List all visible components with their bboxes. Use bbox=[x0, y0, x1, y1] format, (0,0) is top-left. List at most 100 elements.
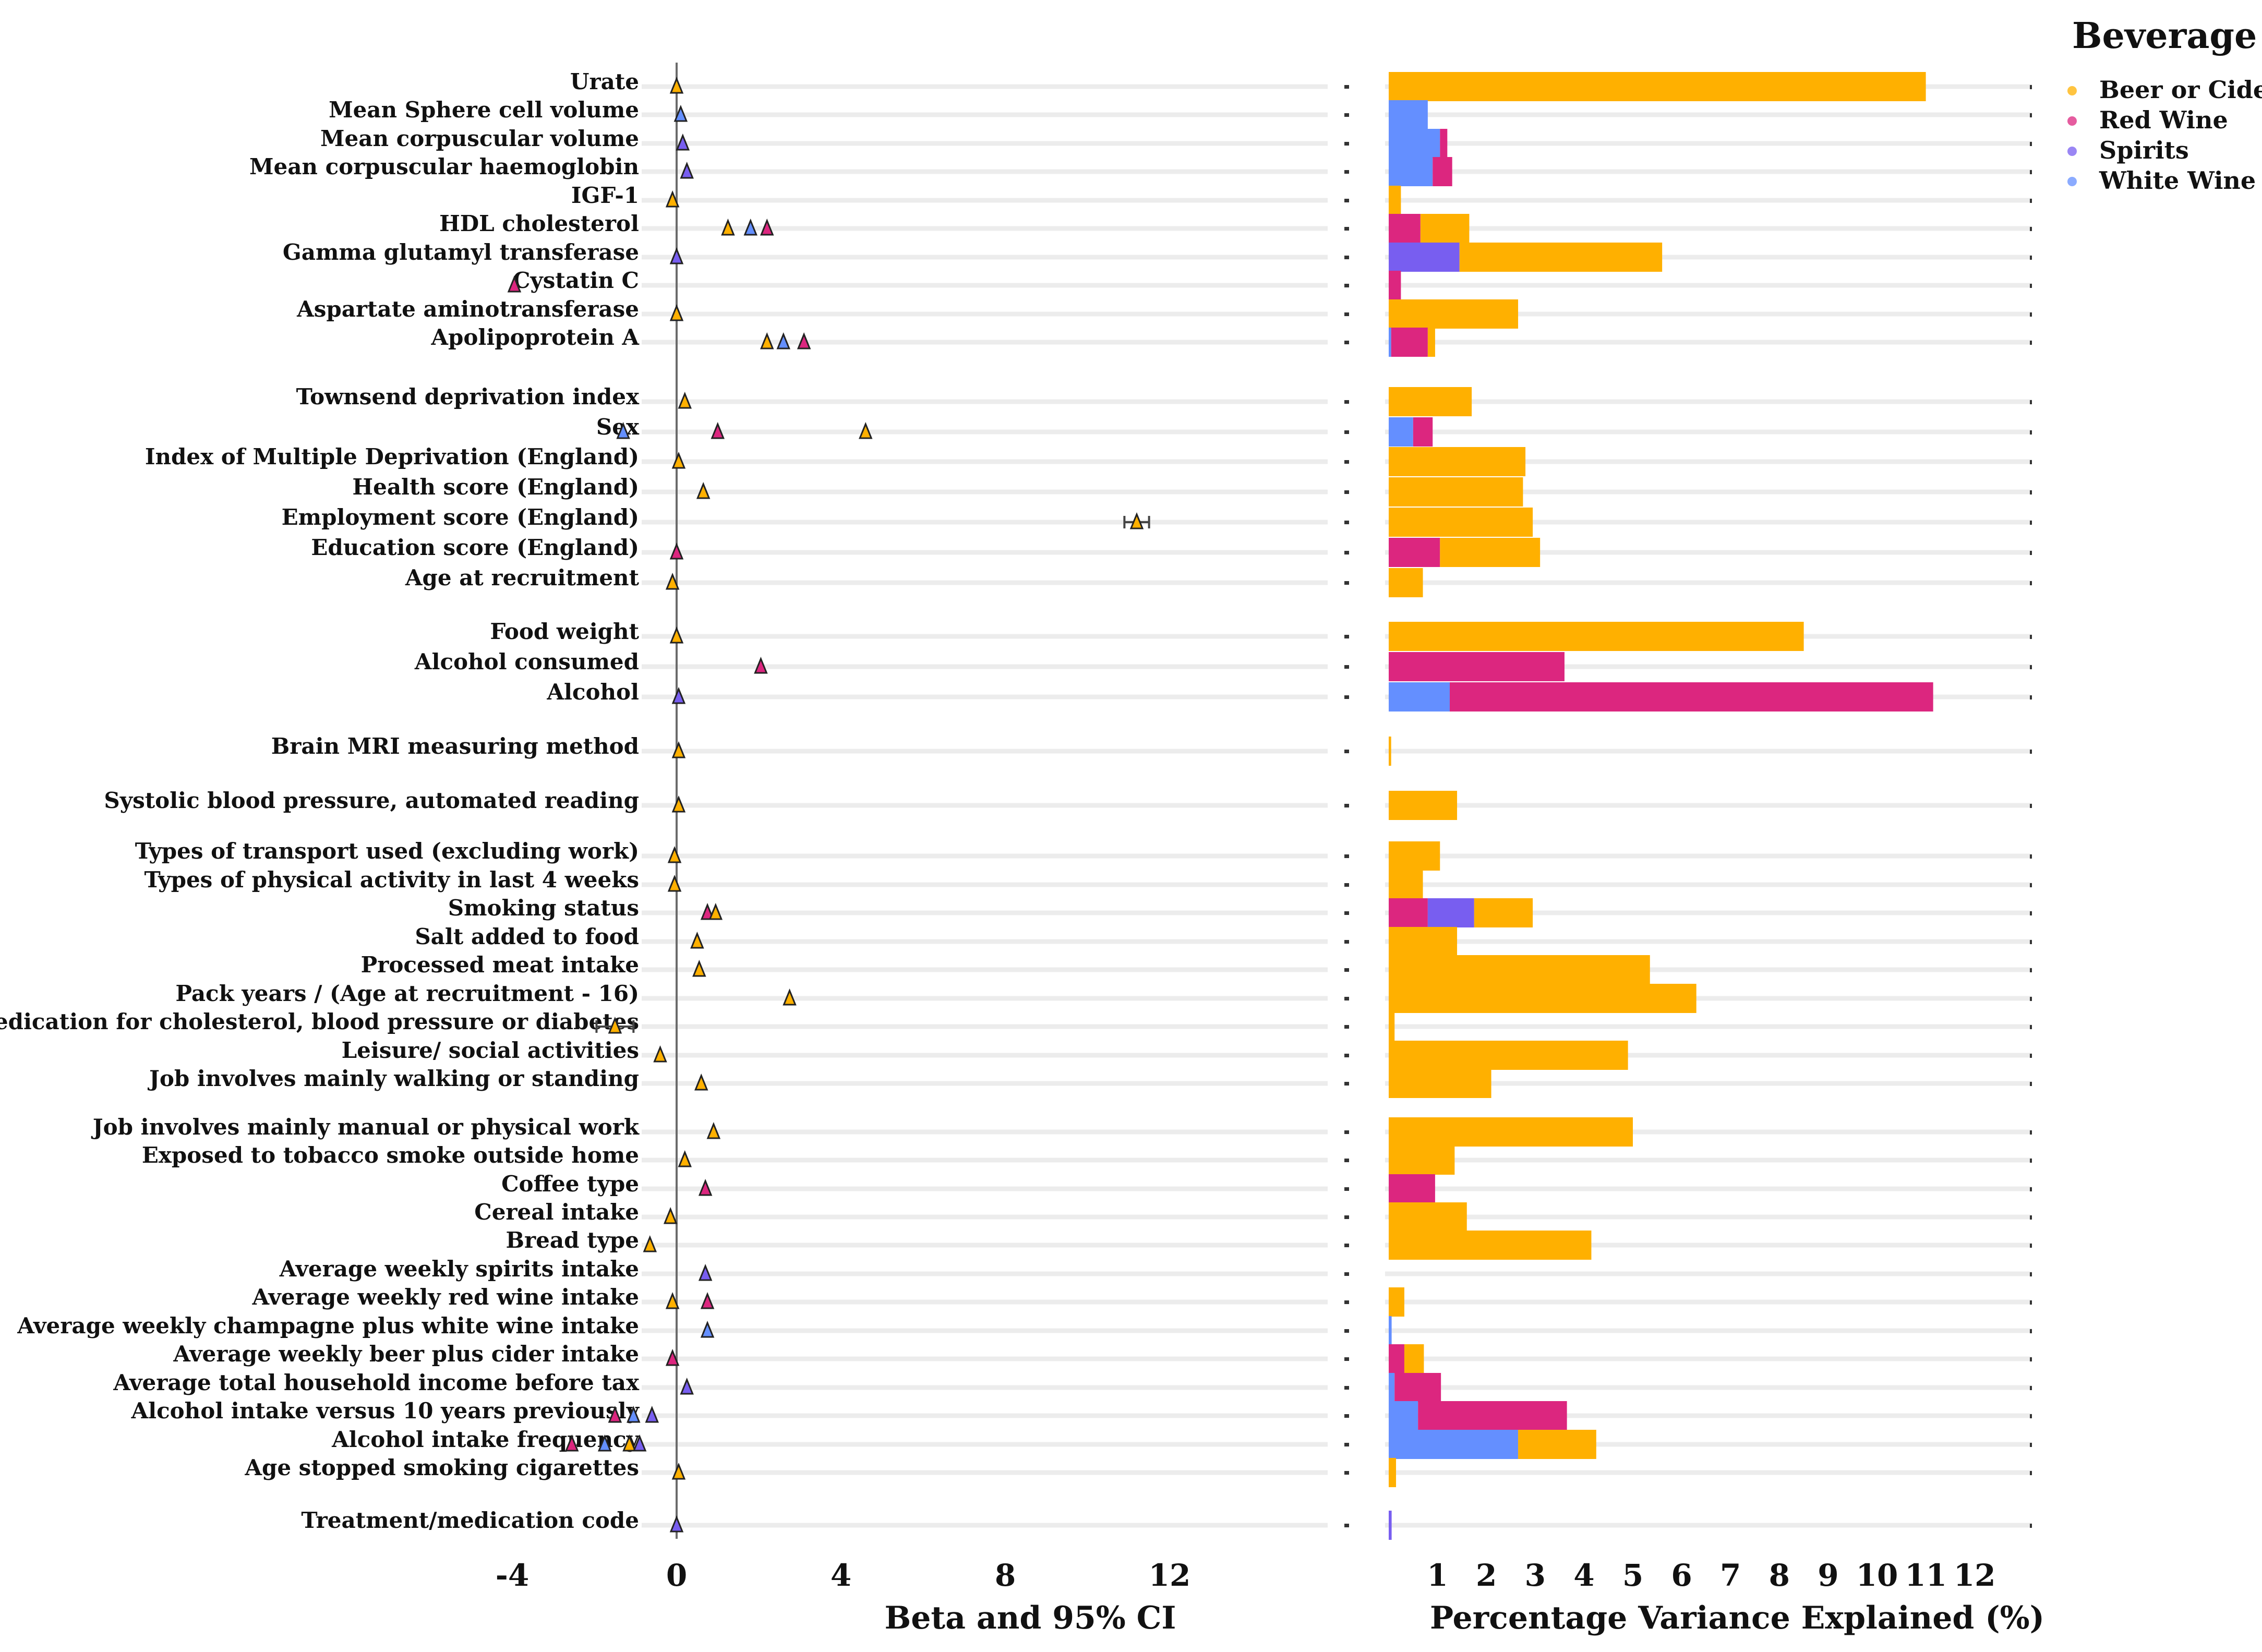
row-label-brain-mri-measuring-method: Brain MRI measuring method bbox=[271, 733, 639, 759]
right-edge-dot bbox=[2030, 1244, 2032, 1248]
right-edge-dot bbox=[2030, 854, 2032, 859]
right-edge-dot bbox=[2030, 256, 2032, 260]
variance-bar-beer-or-cider bbox=[1389, 568, 1423, 597]
legend-title: Beverage bbox=[2072, 15, 2257, 57]
separator-dot bbox=[1344, 1414, 1349, 1418]
right-edge-dot bbox=[2030, 551, 2032, 555]
right-edge-dot bbox=[2030, 695, 2032, 700]
beta-point-beer-or-cider bbox=[665, 190, 680, 208]
variance-bar-red-wine bbox=[1450, 682, 1933, 712]
row-gridlines bbox=[642, 84, 2032, 1528]
separator-dot bbox=[1344, 1357, 1349, 1361]
forest-tick-label: 12 bbox=[1149, 1558, 1191, 1593]
beta-point-red-wine bbox=[564, 1434, 579, 1452]
variance-bar-beer-or-cider bbox=[1389, 1041, 1628, 1070]
beta-point-beer-or-cider bbox=[669, 77, 684, 94]
right-edge-dot bbox=[2030, 1300, 2032, 1305]
beta-point-beer-or-cider bbox=[696, 482, 711, 499]
separator-dot bbox=[1344, 1524, 1349, 1527]
separator-dot bbox=[1344, 142, 1349, 146]
beta-point-spirits bbox=[680, 1378, 694, 1395]
variance-bar-white-wine bbox=[1389, 129, 1440, 158]
beta-point-beer-or-cider bbox=[665, 573, 680, 590]
right-edge-dot bbox=[2030, 1272, 2032, 1276]
beta-point-white-wine bbox=[597, 1434, 612, 1452]
beta-point-spirits bbox=[698, 1264, 713, 1281]
row-label-gamma-glutamyl-transferase: Gamma glutamyl transferase bbox=[283, 239, 639, 265]
legend-label-spirits: Spirits bbox=[2099, 136, 2189, 164]
row-label-alcohol-intake-frequency: Alcohol intake frequency bbox=[331, 1427, 640, 1452]
separator-dot bbox=[1344, 1130, 1349, 1134]
separator-dot bbox=[1344, 170, 1349, 174]
separator-dot bbox=[1344, 1159, 1349, 1162]
variance-tick-label: 7 bbox=[1720, 1558, 1741, 1593]
variance-x-ticks: 1 2 3 4 5 6 7 8 9 10 11 12 bbox=[1427, 1558, 1995, 1593]
right-edge-dot bbox=[2030, 883, 2032, 887]
beta-point-red-wine bbox=[669, 542, 684, 560]
separator-dot bbox=[1344, 968, 1349, 972]
variance-bars bbox=[1389, 72, 1933, 1540]
beta-point-red-wine bbox=[797, 332, 811, 349]
variance-tick-label: 12 bbox=[1954, 1558, 1996, 1593]
beta-point-beer-or-cider bbox=[783, 988, 797, 1006]
right-edge-dot bbox=[2030, 581, 2032, 585]
row-label-igf-1: IGF-1 bbox=[571, 183, 639, 208]
beta-point-white-wine bbox=[627, 1406, 641, 1423]
beta-point-red-wine bbox=[711, 422, 725, 439]
variance-bar-beer-or-cider bbox=[1389, 299, 1519, 329]
row-label-food-weight: Food weight bbox=[490, 619, 639, 644]
row-label-alcohol-intake-versus-10-years-previously: Alcohol intake versus 10 years previousl… bbox=[131, 1398, 640, 1424]
row-label-salt-added-to-food: Salt added to food bbox=[415, 924, 639, 949]
separator-dot bbox=[1344, 1215, 1349, 1219]
right-edge-dot bbox=[2030, 460, 2032, 464]
variance-tick-label: 8 bbox=[1769, 1558, 1790, 1593]
variance-bar-beer-or-cider bbox=[1389, 508, 1533, 537]
row-label-alcohol: Alcohol bbox=[546, 679, 639, 705]
variance-bar-spirits bbox=[1389, 1511, 1392, 1540]
variance-bar-red-wine bbox=[1440, 129, 1448, 158]
row-label-employment-score-england: Employment score (England) bbox=[282, 504, 639, 530]
beta-point-beer-or-cider bbox=[1129, 512, 1144, 529]
separator-dot bbox=[1344, 1300, 1349, 1304]
legend-swatch-red-wine bbox=[2067, 116, 2077, 126]
row-labels: Urate Mean Sphere cell volume Mean corpusc… bbox=[0, 69, 640, 1533]
variance-bar-white-wine bbox=[1389, 157, 1433, 186]
row-label-types-of-transport-used-excluding-work: Types of transport used (excluding work) bbox=[135, 838, 639, 864]
separator-dot bbox=[1344, 113, 1349, 117]
variance-bar-beer-or-cider bbox=[1389, 477, 1523, 507]
right-edge-dot bbox=[2030, 635, 2032, 639]
beta-point-red-wine bbox=[665, 1349, 680, 1366]
right-edge-dot bbox=[2030, 1187, 2032, 1191]
variance-bar-beer-or-cider bbox=[1389, 737, 1391, 766]
right-edge-dot bbox=[2030, 400, 2032, 404]
row-label-average-weekly-red-wine-intake: Average weekly red wine intake bbox=[251, 1284, 639, 1310]
variance-bar-spirits bbox=[1427, 898, 1474, 927]
row-label-processed-meat-intake: Processed meat intake bbox=[361, 952, 639, 978]
forest-tick-label: -4 bbox=[496, 1558, 529, 1593]
row-label-job-involves-mainly-manual-or-physical-work: Job involves mainly manual or physical w… bbox=[91, 1114, 640, 1140]
separator-dot bbox=[1344, 665, 1349, 669]
beta-point-beer-or-cider bbox=[671, 795, 686, 813]
beta-point-beer-or-cider bbox=[622, 1434, 636, 1452]
beta-point-beer-or-cider bbox=[721, 219, 735, 236]
row-label-bread-type: Bread type bbox=[506, 1227, 639, 1253]
row-label-urate: Urate bbox=[570, 69, 639, 94]
variance-tick-label: 9 bbox=[1818, 1558, 1838, 1593]
beta-point-spirits bbox=[671, 687, 686, 704]
row-label-health-score-england: Health score (England) bbox=[352, 474, 639, 500]
forest-tick-label: 8 bbox=[995, 1558, 1016, 1593]
row-label-smoking-status: Smoking status bbox=[448, 895, 639, 921]
right-edge-dot bbox=[2030, 750, 2032, 754]
variance-bar-white-wine bbox=[1389, 100, 1428, 129]
row-label-medication-for-cholesterol-blood-pressure-or-diabetes: Medication for cholesterol, blood pressu… bbox=[0, 1009, 639, 1034]
right-edge-dot bbox=[2030, 142, 2032, 146]
beta-point-beer-or-cider bbox=[760, 332, 774, 349]
variance-bar-beer-or-cider bbox=[1389, 447, 1526, 476]
variance-bar-beer-or-cider bbox=[1389, 186, 1401, 215]
row-label-leisure-social-activities: Leisure/ social activities bbox=[342, 1038, 639, 1063]
right-edge-dot bbox=[2030, 430, 2032, 435]
forest-points bbox=[507, 77, 1150, 1533]
variance-bar-red-wine bbox=[1433, 157, 1452, 186]
beta-point-beer-or-cider bbox=[692, 960, 706, 977]
variance-tick-label: 4 bbox=[1573, 1558, 1594, 1593]
